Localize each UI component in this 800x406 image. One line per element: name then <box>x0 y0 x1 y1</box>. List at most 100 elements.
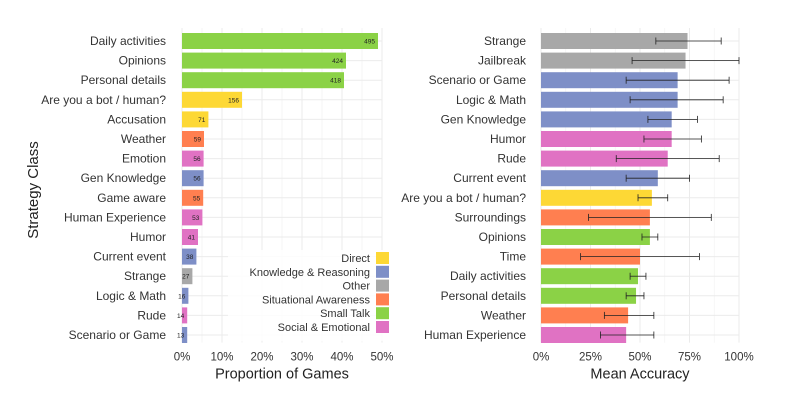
left-bar <box>182 189 204 206</box>
right-bar <box>541 170 658 187</box>
legend-background <box>228 250 394 341</box>
right-bar <box>541 307 629 324</box>
left-bar-value-label: 495 <box>364 39 375 46</box>
left-bar <box>182 307 188 324</box>
legend-label: Direct <box>341 253 370 265</box>
right-bar <box>541 52 686 69</box>
right-category-label: Scenario or Game <box>429 73 527 87</box>
right-category-label: Personal details <box>441 289 526 303</box>
left-category-label: Daily activities <box>90 34 166 48</box>
left-category-label: Logic & Math <box>96 289 166 303</box>
left-bar-value-label: 16 <box>178 293 186 300</box>
left-x-tick-label: 10% <box>210 352 233 364</box>
left-x-tick-label: 50% <box>370 352 393 364</box>
legend-label: Knowledge & Reasoning <box>250 267 370 279</box>
right-bar <box>541 287 637 304</box>
left-category-label: Emotion <box>122 152 166 166</box>
right-bar <box>541 268 639 285</box>
left-category-label: Rude <box>137 308 166 322</box>
left-bar <box>182 33 378 49</box>
left-bar-value-label: 56 <box>193 176 201 183</box>
right-bar <box>541 33 688 49</box>
left-bar-value-label: 424 <box>332 58 343 65</box>
left-bar-value-label: 71 <box>198 117 206 124</box>
right-category-label: Gen Knowledge <box>441 112 527 126</box>
left-bar <box>182 229 198 245</box>
right-category-label: Humor <box>490 132 526 146</box>
left-bar-value-label: 38 <box>186 254 194 261</box>
left-bar <box>182 327 188 343</box>
right-category-label: Jailbreak <box>478 54 527 68</box>
left-bar <box>182 91 242 108</box>
right-x-axis-label: Mean Accuracy <box>590 367 690 383</box>
right-category-label: Are you a bot / human? <box>401 191 526 205</box>
right-x-tick-label: 25% <box>579 352 602 364</box>
left-category-label: Human Experience <box>64 210 166 224</box>
left-bar <box>182 170 204 187</box>
left-bar <box>182 131 204 147</box>
left-category-label: Scenario or Game <box>69 328 167 342</box>
right-panel: 0% 25% 50% 75% 100% Mean Accuracy Strange Jailb… <box>401 28 754 383</box>
left-bar-value-label: 27 <box>182 274 190 281</box>
left-category-label: Current event <box>93 250 166 264</box>
left-bar <box>182 150 204 167</box>
left-bar-value-label: 56 <box>193 156 201 163</box>
right-category-label: Logic & Math <box>456 93 526 107</box>
right-bar <box>541 229 650 245</box>
left-category-label: Accusation <box>107 112 166 126</box>
right-x-tick-label: 0% <box>533 352 550 364</box>
right-category-label: Weather <box>481 308 526 322</box>
right-bar <box>541 91 678 108</box>
left-x-tick-label: 30% <box>290 352 313 364</box>
left-bar-value-label: 55 <box>193 195 201 202</box>
left-bar <box>182 72 344 89</box>
left-bar <box>182 287 189 304</box>
y-axis-title: Strategy Class <box>25 141 42 239</box>
right-category-label: Opinions <box>479 230 526 244</box>
left-x-axis-label: Proportion of Games <box>215 367 349 383</box>
left-bar-value-label: 156 <box>228 97 239 104</box>
right-x-tick-label: 75% <box>678 352 701 364</box>
right-category-label: Strange <box>484 34 526 48</box>
right-x-tick-label: 50% <box>628 352 651 364</box>
left-x-tick-label: 0% <box>174 352 191 364</box>
left-x-tick-label: 20% <box>250 352 273 364</box>
legend-swatch <box>376 252 389 264</box>
right-bar <box>541 150 668 167</box>
left-category-label: Personal details <box>81 73 166 87</box>
left-bar <box>182 52 346 69</box>
legend-swatch <box>376 293 389 306</box>
right-category-label: Time <box>500 250 527 264</box>
legend-label: Situational Awareness <box>262 294 371 306</box>
left-category-label: Game aware <box>97 191 166 205</box>
right-category-label: Daily activities <box>450 269 526 283</box>
left-category-label: Are you a bot / human? <box>41 93 166 107</box>
legend-swatch <box>376 279 389 292</box>
legend-swatch <box>376 321 389 333</box>
right-bar <box>541 131 672 147</box>
legend-label: Social & Emotional <box>278 322 370 334</box>
left-category-label: Gen Knowledge <box>81 171 167 185</box>
left-bar-value-label: 13 <box>177 333 185 340</box>
legend-label: Other <box>342 281 370 293</box>
right-category-label: Current event <box>453 171 526 185</box>
left-bar-value-label: 41 <box>188 235 196 242</box>
left-bar-value-label: 14 <box>177 313 185 320</box>
left-bar <box>182 111 209 128</box>
legend-swatch <box>376 307 389 320</box>
legend: Direct Knowledge & Reasoning OtherSituatio… <box>228 250 394 341</box>
right-x-tick-label: 100% <box>724 352 753 364</box>
left-bar-value-label: 53 <box>192 215 200 222</box>
left-bar-value-label: 59 <box>194 137 202 144</box>
left-bar <box>182 248 197 265</box>
right-bar <box>541 189 652 206</box>
left-x-tick-label: 40% <box>330 352 353 364</box>
right-bar <box>541 72 678 89</box>
right-category-label: Surroundings <box>455 210 526 224</box>
legend-label: Small Talk <box>320 308 370 320</box>
left-category-label: Weather <box>121 132 166 146</box>
right-bar <box>541 111 672 128</box>
legend-swatch <box>376 265 389 278</box>
